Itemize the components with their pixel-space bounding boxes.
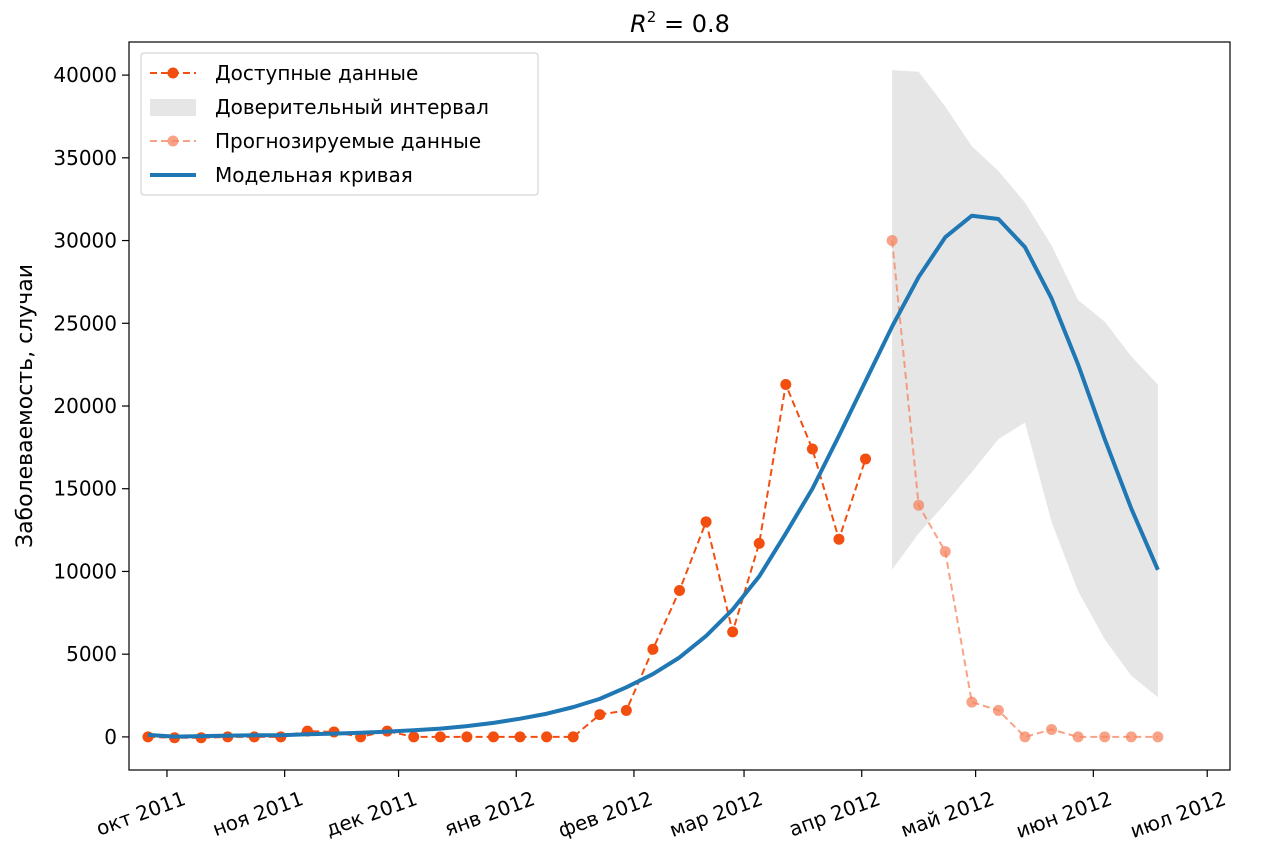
y-tick-label: 0 bbox=[104, 725, 117, 749]
forecast-data-point bbox=[1019, 731, 1031, 743]
available-data-point bbox=[780, 378, 792, 390]
forecast-data-point bbox=[1152, 731, 1164, 743]
forecast-data-point bbox=[1099, 731, 1111, 743]
x-tick-label: июл 2012 bbox=[1127, 786, 1229, 843]
forecast-data-line bbox=[891, 240, 1158, 739]
available-data-point bbox=[647, 643, 659, 655]
legend-swatch-marker bbox=[167, 135, 179, 147]
y-tick-label: 15000 bbox=[53, 477, 117, 501]
legend-label: Модельная кривая bbox=[215, 163, 413, 187]
available-data-point bbox=[487, 731, 499, 743]
forecast-data-point bbox=[1072, 731, 1084, 743]
y-axis-label: Заболеваемость, случаи bbox=[13, 264, 38, 548]
x-tick-label: окт 2011 bbox=[93, 786, 189, 840]
available-data-point bbox=[514, 731, 526, 743]
forecast-data-point bbox=[886, 235, 898, 247]
plot-area bbox=[142, 70, 1164, 744]
chart-title-sup: 2 bbox=[647, 8, 657, 26]
legend-label: Прогнозируемые данные bbox=[215, 129, 481, 153]
available-data-point bbox=[806, 443, 818, 455]
y-tick-label: 5000 bbox=[66, 642, 117, 666]
x-tick-label: мар 2012 bbox=[666, 786, 766, 842]
chart-title-base: R bbox=[630, 10, 647, 38]
available-data-point bbox=[727, 626, 739, 638]
available-data-point bbox=[753, 537, 765, 549]
available-data-point bbox=[594, 709, 606, 721]
forecast-data-point bbox=[992, 704, 1004, 716]
forecast-data-point bbox=[1125, 731, 1137, 743]
model-curve-line bbox=[147, 213, 1160, 739]
available-data-point bbox=[434, 731, 446, 743]
legend-swatch-patch bbox=[150, 99, 196, 116]
y-tick-label: 35000 bbox=[53, 146, 117, 170]
legend: Доступные данные Доверительный интервал Пр… bbox=[140, 52, 539, 196]
x-tick-label: янв 2012 bbox=[441, 786, 538, 841]
available-data-point bbox=[833, 533, 845, 545]
x-tick-label: ноя 2011 bbox=[209, 786, 306, 841]
available-data-point bbox=[461, 731, 473, 743]
x-tick-label: июн 2012 bbox=[1013, 786, 1115, 843]
x-tick-label: апр 2012 bbox=[786, 786, 884, 841]
forecast-data-point bbox=[966, 696, 978, 708]
available-data-point bbox=[408, 731, 420, 743]
legend-box bbox=[140, 52, 539, 196]
legend-swatch-marker bbox=[167, 67, 179, 79]
x-tick-label: дек 2011 bbox=[322, 786, 420, 841]
confidence-band bbox=[892, 70, 1158, 698]
y-tick-label: 25000 bbox=[53, 311, 117, 335]
chart-title: R2 = 0.8 bbox=[630, 8, 730, 38]
available-data-point bbox=[567, 731, 579, 743]
legend-label: Доступные данные bbox=[215, 61, 418, 85]
y-tick-label: 10000 bbox=[53, 559, 117, 583]
chart-title-rest: = 0.8 bbox=[656, 10, 730, 38]
available-data-point bbox=[541, 731, 553, 743]
available-data-point bbox=[860, 453, 872, 465]
forecast-data-point bbox=[939, 546, 951, 558]
available-data-point bbox=[700, 516, 712, 528]
forecast-data-point bbox=[913, 499, 925, 511]
y-tick-label: 40000 bbox=[53, 63, 117, 87]
y-tick-label: 20000 bbox=[53, 394, 117, 418]
available-data-point bbox=[620, 704, 632, 716]
available-data-line bbox=[147, 380, 867, 739]
forecast-data-point bbox=[1046, 723, 1058, 735]
x-tick-label: май 2012 bbox=[897, 786, 997, 842]
x-tick-label: фев 2012 bbox=[555, 786, 656, 842]
legend-label: Доверительный интервал bbox=[215, 95, 489, 119]
available-data-point bbox=[674, 584, 685, 596]
y-tick-label: 30000 bbox=[53, 229, 117, 253]
